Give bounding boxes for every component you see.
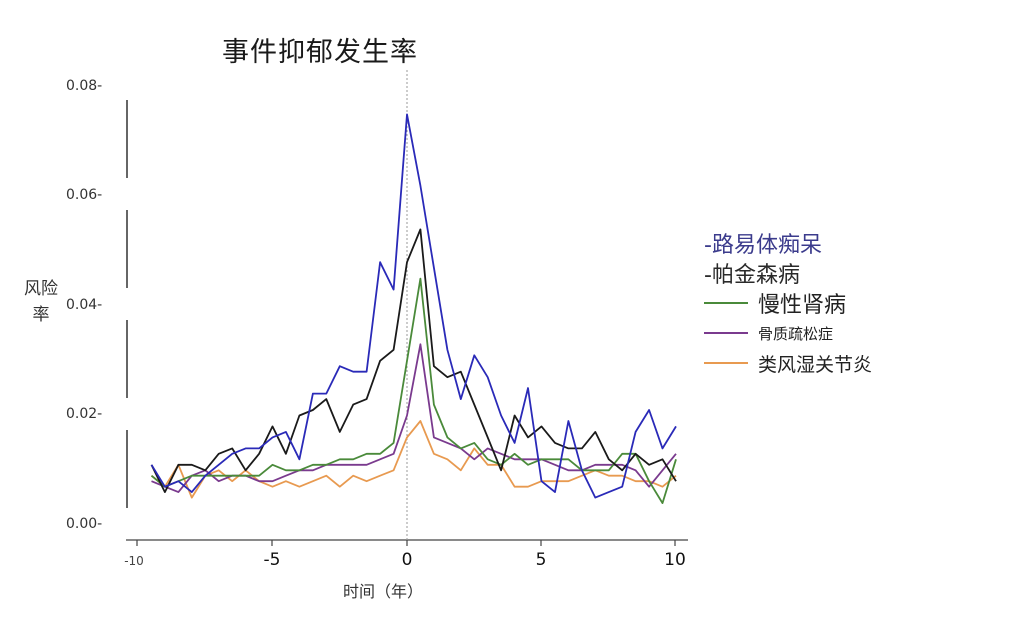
legend-line-icon xyxy=(704,302,748,304)
x-tick-5: 5 xyxy=(535,550,547,570)
x-tick--10: -10 xyxy=(124,554,144,568)
legend-item-ra: 类风湿关节炎 xyxy=(704,348,872,378)
x-tick-0: 0 xyxy=(401,550,413,570)
series-line xyxy=(150,113,677,499)
legend-line-icon xyxy=(704,362,748,364)
x-tick--5: -5 xyxy=(263,550,281,570)
series-line xyxy=(150,277,677,505)
legend-item-ckd: 慢性肾病 xyxy=(704,288,872,318)
legend-line-icon xyxy=(704,332,748,334)
series-line xyxy=(150,228,677,494)
legend-label: 慢性肾病 xyxy=(758,293,847,318)
legend-item-dementia-lewy: -路易体痴呆 xyxy=(704,228,872,258)
legend-item-parkinsons: -帕金森病 xyxy=(704,258,872,288)
y-tick-0.02: 0.02- xyxy=(66,406,103,422)
y-axis-label: 风险率 xyxy=(24,279,58,325)
series-line xyxy=(150,420,677,499)
legend-label: -帕金森病 xyxy=(704,263,800,288)
y-tick-0.06: 0.06- xyxy=(66,187,103,203)
y-tick-0.08: 0.08- xyxy=(66,78,103,94)
x-tick-10: 10 xyxy=(664,550,686,570)
legend-label: -路易体痴呆 xyxy=(704,233,822,258)
legend-label: 骨质疏松症 xyxy=(758,324,834,343)
x-axis-line xyxy=(126,539,688,546)
series-lines xyxy=(150,113,677,505)
y-tick-0.00: 0.00- xyxy=(66,516,103,532)
legend: -路易体痴呆 -帕金森病 慢性肾病 骨质疏松症 类风湿关节炎 xyxy=(704,228,872,378)
chart-title: 事件抑郁发生率 xyxy=(222,37,418,68)
legend-item-osteoporosis: 骨质疏松症 xyxy=(704,318,872,348)
y-tick-0.04: 0.04- xyxy=(66,297,103,313)
x-axis-label: 时间（年） xyxy=(343,582,424,601)
legend-label: 类风湿关节炎 xyxy=(758,353,873,376)
